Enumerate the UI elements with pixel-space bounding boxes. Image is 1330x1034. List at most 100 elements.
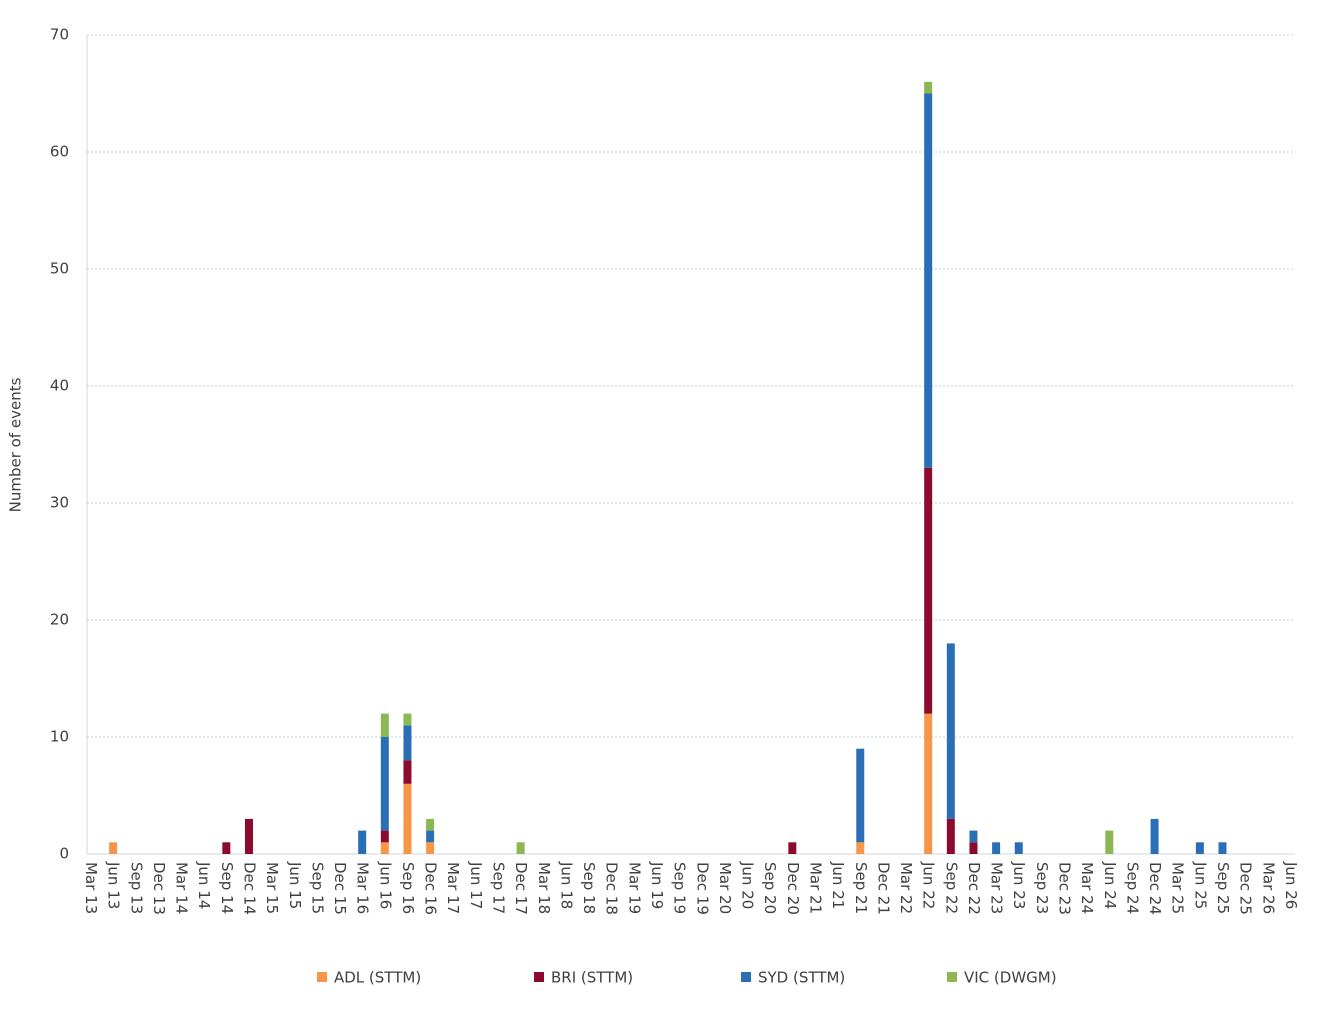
legend-label: ADL (STTM)	[334, 969, 421, 987]
x-tick-label: Jun 23	[1010, 861, 1028, 909]
bar-segment	[1150, 818, 1159, 854]
x-tick-label: Mar 24	[1078, 862, 1096, 914]
x-tick-label: Dec 23	[1056, 862, 1074, 915]
x-tick-label: Sep 20	[761, 862, 779, 914]
x-tick-label: Jun 13	[105, 861, 123, 909]
x-tick-label: Sep 15	[308, 862, 326, 914]
bar-segment	[946, 643, 955, 819]
x-tick-label: Sep 22	[942, 862, 960, 914]
x-tick-label: Jun 22	[920, 861, 938, 909]
legend-swatch	[947, 972, 957, 982]
x-tick-label: Sep 16	[399, 862, 417, 914]
x-tick-label: Mar 13	[82, 862, 100, 914]
bar-segment	[380, 713, 389, 737]
y-axis-label: Number of events	[7, 377, 25, 512]
y-tick-label: 0	[59, 845, 69, 863]
bar-segment	[403, 725, 412, 761]
bar-segment	[516, 842, 525, 854]
bar-segment	[924, 93, 933, 468]
bar-segment	[244, 818, 253, 854]
bar-segment	[380, 737, 389, 831]
x-tick-label: Mar 19	[625, 862, 643, 914]
x-tick-label: Sep 24	[1123, 862, 1141, 914]
x-tick-label: Dec 20	[784, 862, 802, 915]
bar-segment	[109, 842, 118, 854]
x-tick-label: Dec 25	[1237, 862, 1255, 915]
legend-label: BRI (STTM)	[551, 969, 633, 987]
x-tick-label: Mar 23	[988, 862, 1006, 914]
bar-segment	[856, 748, 865, 843]
x-tick-label: Dec 22	[965, 862, 983, 915]
x-tick-label: Sep 18	[580, 862, 598, 914]
x-tick-label: Sep 19	[671, 862, 689, 914]
x-tick-label: Mar 20	[716, 862, 734, 914]
x-tick-label: Mar 21	[806, 862, 824, 914]
x-tick-label: Mar 16	[354, 862, 372, 914]
bar-segment	[426, 830, 435, 843]
x-tick-label: Jun 20	[739, 861, 757, 909]
bar-segment	[856, 842, 865, 854]
bar-segment	[426, 842, 435, 854]
bar-segment	[403, 760, 412, 784]
bar-segment	[1195, 842, 1204, 854]
bar-segment	[222, 842, 231, 854]
x-tick-label: Sep 14	[218, 862, 236, 914]
x-tick-label: Jun 17	[467, 861, 485, 909]
legend-label: VIC (DWGM)	[964, 969, 1057, 987]
y-tick-label: 70	[50, 26, 69, 44]
bar-segment	[924, 713, 933, 854]
x-tick-label: Jun 15	[286, 861, 304, 909]
x-tick-label: Jun 25	[1191, 861, 1209, 909]
bar-segment	[426, 818, 435, 831]
bar-segment	[992, 842, 1001, 854]
bar-segment	[969, 830, 978, 843]
x-tick-label: Mar 17	[444, 862, 462, 914]
x-tick-label: Dec 13	[150, 862, 168, 915]
bar-segment	[969, 842, 978, 854]
x-tick-label: Mar 15	[263, 862, 281, 914]
bar-segment	[403, 713, 412, 726]
x-tick-label: Dec 19	[693, 862, 711, 915]
y-tick-label: 50	[50, 260, 69, 278]
bar-segment	[1014, 842, 1023, 854]
x-tick-label: Dec 16	[422, 862, 440, 915]
x-tick-label: Mar 22	[897, 862, 915, 914]
bar-segment	[788, 842, 797, 854]
y-tick-label: 40	[50, 377, 69, 395]
bar-segment	[380, 830, 389, 843]
bar-segment	[1105, 830, 1114, 854]
y-tick-label: 60	[50, 143, 69, 161]
x-tick-label: Jun 26	[1282, 861, 1300, 909]
x-tick-label: Dec 18	[603, 862, 621, 915]
bar-segment	[380, 842, 389, 854]
bar-segment	[358, 830, 367, 854]
x-tick-label: Dec 24	[1146, 862, 1164, 915]
bar-segment	[403, 783, 412, 854]
x-tick-label: Sep 25	[1214, 862, 1232, 914]
x-tick-label: Sep 13	[127, 862, 145, 914]
bar-segment	[946, 818, 955, 854]
x-tick-label: Sep 17	[490, 862, 508, 914]
legend-swatch	[317, 972, 327, 982]
x-tick-label: Mar 25	[1169, 862, 1187, 914]
x-tick-label: Jun 18	[557, 861, 575, 909]
bar-segment	[1218, 842, 1227, 854]
x-tick-label: Dec 15	[331, 862, 349, 915]
legend-swatch	[534, 972, 544, 982]
x-tick-label: Sep 23	[1033, 862, 1051, 914]
x-tick-label: Sep 21	[852, 862, 870, 914]
x-tick-label: Mar 18	[535, 862, 553, 914]
x-tick-label: Mar 26	[1259, 862, 1277, 914]
x-tick-label: Jun 16	[376, 861, 394, 909]
legend-swatch	[741, 972, 751, 982]
x-tick-label: Dec 17	[512, 862, 530, 915]
x-tick-label: Jun 24	[1101, 861, 1119, 909]
bar-segment	[924, 467, 933, 714]
x-tick-label: Mar 14	[173, 862, 191, 914]
x-tick-label: Jun 21	[829, 861, 847, 909]
x-tick-label: Jun 14	[195, 861, 213, 909]
bar-segment	[924, 81, 933, 94]
x-tick-label: Dec 21	[874, 862, 892, 915]
legend-label: SYD (STTM)	[758, 969, 845, 987]
